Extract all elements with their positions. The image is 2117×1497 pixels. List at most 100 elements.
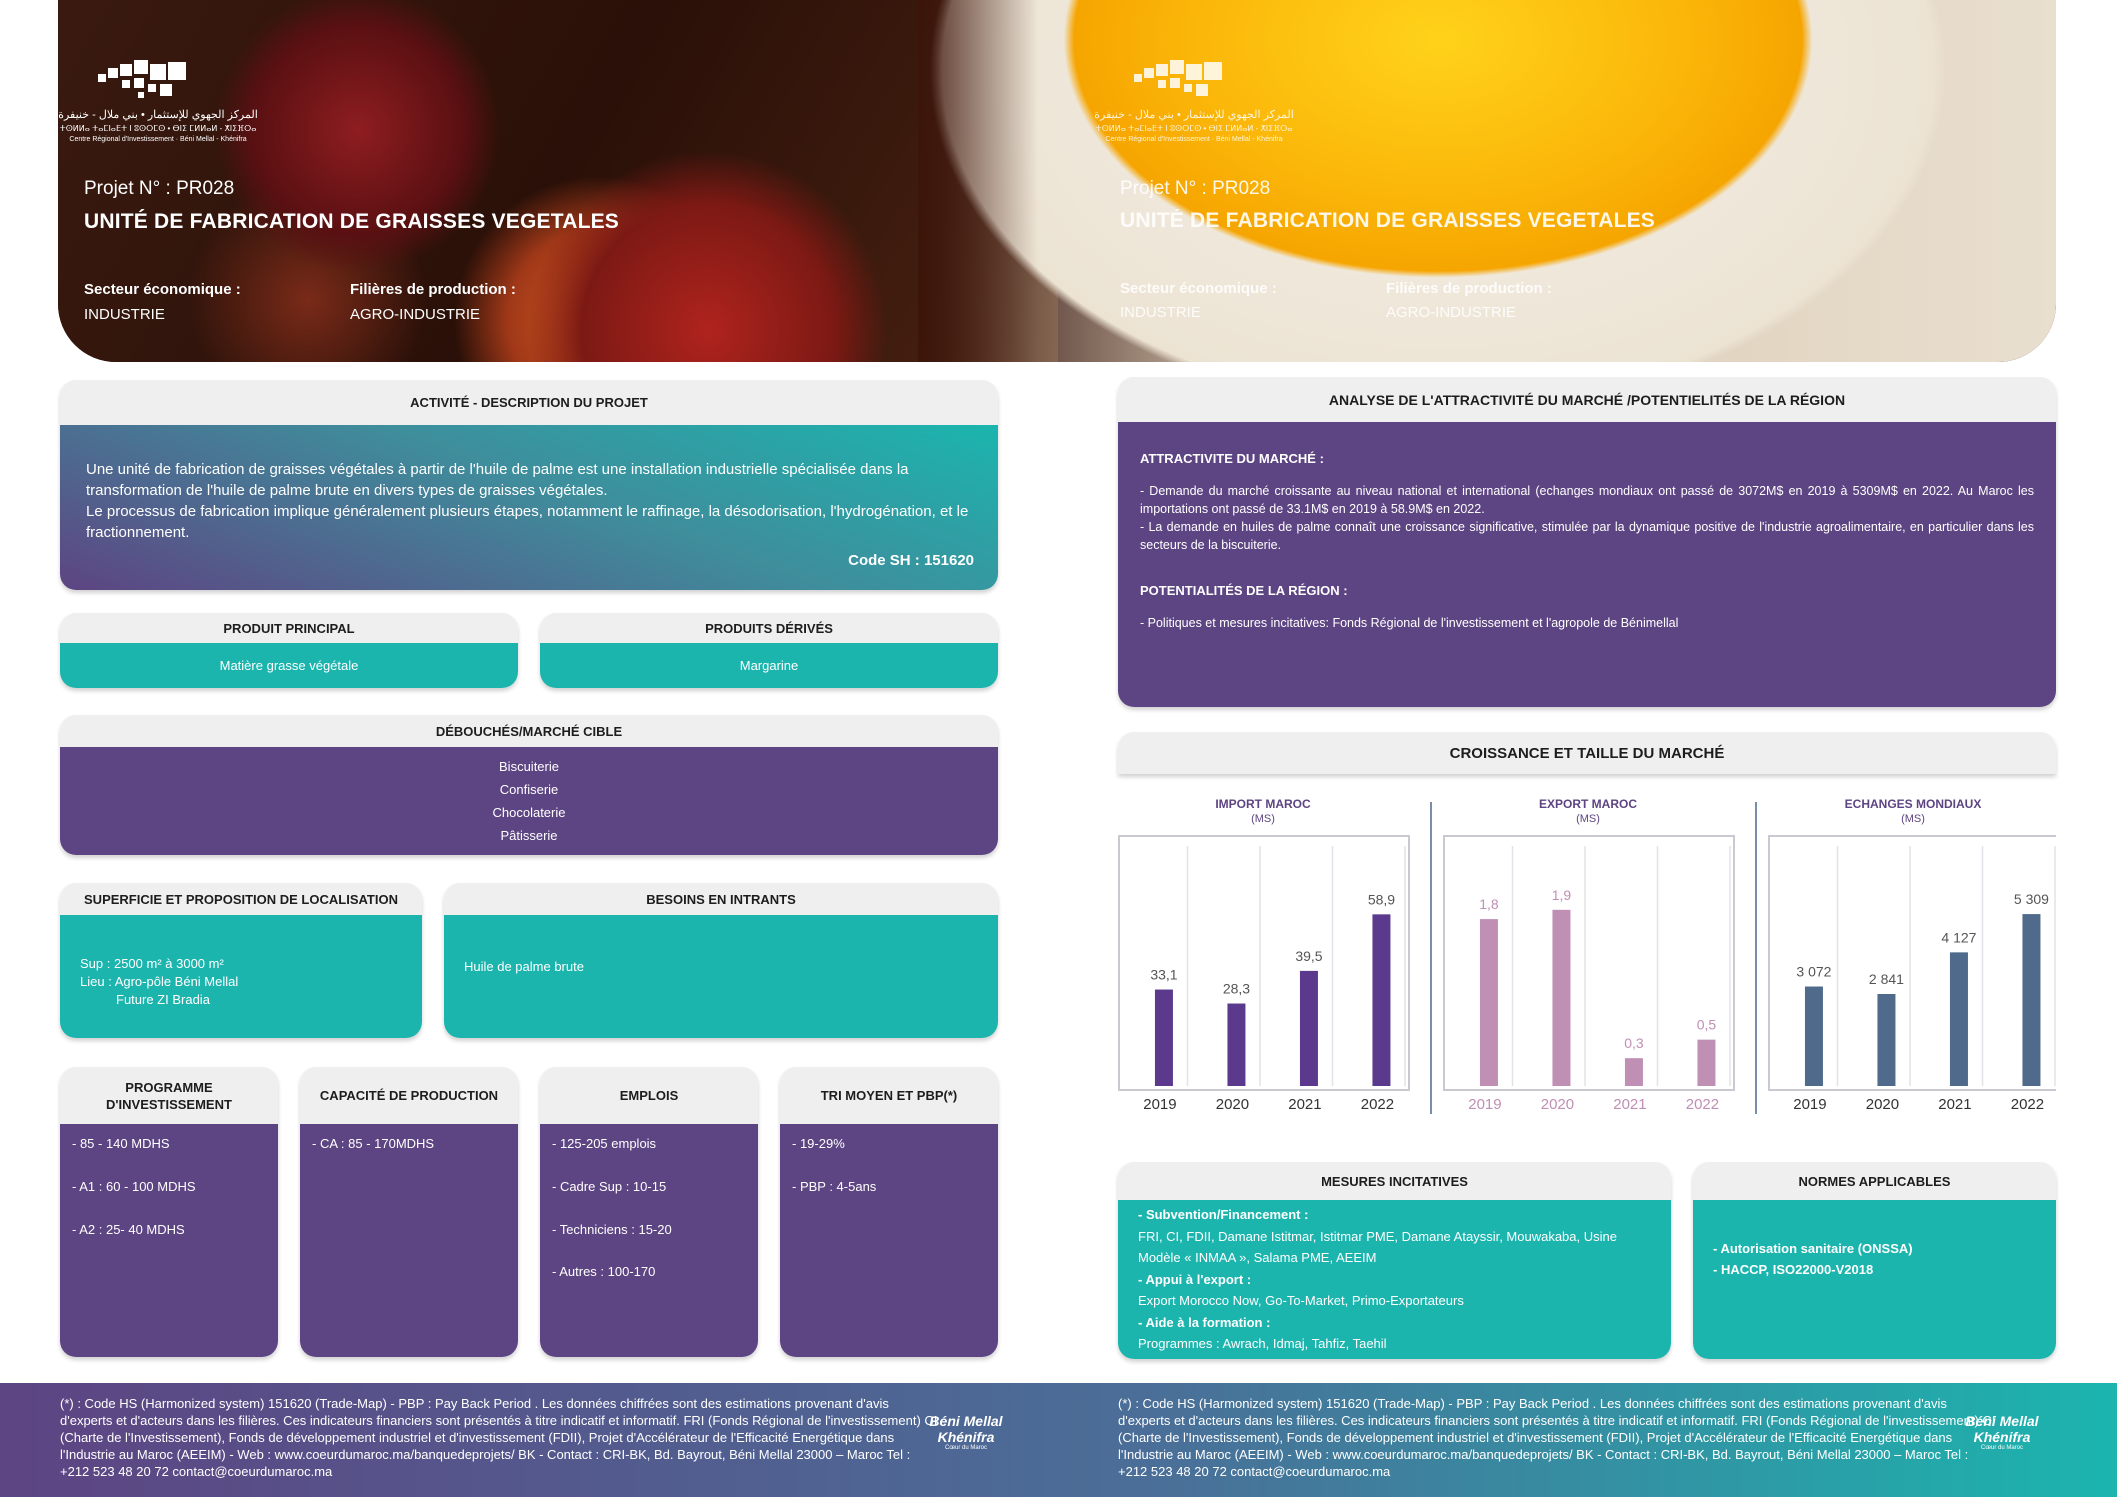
training-aid-title: - Aide à la formation : xyxy=(1138,1314,1271,1330)
chart-tick-label: 2019 xyxy=(1468,1096,1501,1113)
cri-logo-mark xyxy=(98,60,198,104)
chart-bar xyxy=(1804,986,1823,1086)
investment-body: - 85 - 140 MDHS - A1 : 60 - 100 MDHS - A… xyxy=(60,1124,278,1357)
cri-logo-right: المركز الجهوي للإستثمار • بني ملال - خني… xyxy=(1094,60,1294,150)
chart-data-label: 2 841 xyxy=(1869,971,1904,987)
jobs-body: - 125-205 emplois - Cadre Sup : 10-15 - … xyxy=(540,1124,758,1357)
incentives-body: - Subvention/Financement : FRI, CI, FDII… xyxy=(1118,1200,1671,1359)
capacity-card: CAPACITÉ DE PRODUCTION - CA : 85 - 170MD… xyxy=(300,1067,518,1357)
location-card: SUPERFICIE ET PROPOSITION DE LOCALISATIO… xyxy=(60,883,422,1038)
analysis-body: ATTRACTIVITE DU MARCHÉ : - Demande du ma… xyxy=(1118,422,2056,707)
chart-data-label: 33,1 xyxy=(1150,967,1177,983)
filiere-value: AGRO-INDUSTRIE xyxy=(350,306,481,323)
tri-body: - 19-29% - PBP : 4-5ans xyxy=(780,1124,998,1357)
chart-data-label: 4 127 xyxy=(1941,929,1976,945)
chart-unit: (MS) xyxy=(1901,813,1925,825)
chart-data-label: 1,8 xyxy=(1479,896,1499,912)
chart-unit: (MS) xyxy=(1251,813,1275,825)
analysis-card: ANALYSE DE L'ATTRACTIVITÉ DU MARCHÉ /POT… xyxy=(1118,377,2056,707)
sector-label: Secteur économique : xyxy=(84,281,241,298)
chart-tick-label: 2021 xyxy=(1938,1096,1971,1113)
activity-body: Une unité de fabrication de graisses vég… xyxy=(60,425,998,590)
filiere-label-right: Filières de production : xyxy=(1386,280,1552,297)
subsidy-title: - Subvention/Financement : xyxy=(1138,1207,1309,1222)
derived-product-header: PRODUITS DÉRIVÉS xyxy=(540,613,998,643)
chart-title: ECHANGES MONDIAUX xyxy=(1845,797,1982,811)
chart-data-label: 1,9 xyxy=(1552,887,1572,903)
export-support-text: Export Morocco Now, Go-To-Market, Primo-… xyxy=(1138,1293,1464,1308)
target-market-card: DÉBOUCHÉS/MARCHÉ CIBLE Biscuiterie Confi… xyxy=(60,715,998,855)
chart-tick-label: 2020 xyxy=(1216,1096,1249,1113)
export-support-title: - Appui à l'export : xyxy=(1138,1271,1252,1287)
investment-item: - 85 - 140 MDHS xyxy=(72,1136,170,1151)
activity-card: ACTIVITÉ - DESCRIPTION DU PROJET Une uni… xyxy=(60,380,998,590)
location-body: Sup : 2500 m² à 3000 m² Lieu : Agro-pôle… xyxy=(60,915,422,1038)
chart-tick-label: 2019 xyxy=(1143,1096,1176,1113)
chart-unit: (MS) xyxy=(1576,813,1600,825)
location-header: SUPERFICIE ET PROPOSITION DE LOCALISATIO… xyxy=(60,883,422,915)
footer: (*) : Code HS (Harmonized system) 151620… xyxy=(0,1383,2117,1497)
footer-logo-right-line3: Cœur du Maroc xyxy=(1980,1445,2023,1451)
investment-card: PROGRAMME D'INVESTISSEMENT - 85 - 140 MD… xyxy=(60,1067,278,1357)
norms-card: NORMES APPLICABLES - Autorisation sanita… xyxy=(1693,1162,2056,1359)
cri-logo: المركز الجهوي للإستثمار • بني ملال - خني… xyxy=(58,60,258,150)
derived-product-card: PRODUITS DÉRIVÉS Margarine xyxy=(540,613,998,688)
inputs-header: BESOINS EN INTRANTS xyxy=(444,883,998,915)
chart-tick-label: 2021 xyxy=(1288,1096,1321,1113)
norm-item: - HACCP, ISO22000-V2018 xyxy=(1713,1262,1874,1277)
footer-logo-line2: Khénifra xyxy=(937,1429,995,1445)
chart-title: IMPORT MAROC xyxy=(1215,797,1311,811)
jobs-item: - Autres : 100-170 xyxy=(552,1264,656,1279)
chart-bar xyxy=(1877,994,1896,1086)
target-market-list: Biscuiterie Confiserie Chocolaterie Pâti… xyxy=(60,747,998,855)
footer-disclaimer-right: (*) : Code HS (Harmonized system) 151620… xyxy=(1118,1396,1996,1479)
footer-logo-right-line1: Béni Mellal xyxy=(1965,1413,2039,1429)
banner-image-palm-oil xyxy=(918,0,2056,362)
norms-body: - Autorisation sanitaire (ONSSA) - HACCP… xyxy=(1693,1200,2056,1359)
footer-logo-line1: Béni Mellal xyxy=(929,1413,1003,1429)
investment-item: - A1 : 60 - 100 MDHS xyxy=(72,1179,196,1194)
investment-item: - A2 : 25- 40 MDHS xyxy=(72,1222,185,1237)
main-product-header: PRODUIT PRINCIPAL xyxy=(60,613,518,643)
attractivity-text-1: - Demande du marché croissante au niveau… xyxy=(1140,484,2034,516)
activity-paragraph-2: Le processus de fabrication implique gén… xyxy=(86,503,969,541)
investment-header: PROGRAMME D'INVESTISSEMENT xyxy=(60,1067,278,1124)
chart-bar xyxy=(1949,952,1968,1086)
chart-data-label: 0,5 xyxy=(1697,1017,1717,1033)
footer-logo-right-line2: Khénifra xyxy=(1973,1429,2031,1445)
tri-header: TRI MOYEN ET PBP(*) xyxy=(780,1067,998,1124)
sector-label-right: Secteur économique : xyxy=(1120,280,1277,297)
chart-bar xyxy=(1624,1058,1643,1086)
tri-item: - PBP : 4-5ans xyxy=(792,1179,877,1194)
attractivity-text-2: - La demande en huiles de palme connaît … xyxy=(1140,520,2034,552)
chart-title: EXPORT MAROC xyxy=(1539,797,1637,811)
investment-header-line2: D'INVESTISSEMENT xyxy=(106,1096,232,1112)
growth-charts-area: IMPORT MAROC (MS) 33,1 2019 28,3 2020 39,5 2021… xyxy=(1118,774,2060,1124)
norm-item: - Autorisation sanitaire (ONSSA) xyxy=(1713,1241,1913,1256)
incentives-header: MESURES INCITATIVES xyxy=(1118,1162,1671,1200)
attractivity-title: ATTRACTIVITE DU MARCHÉ : xyxy=(1140,451,1324,466)
sector-value: INDUSTRIE xyxy=(84,306,165,323)
target-market-header: DÉBOUCHÉS/MARCHÉ CIBLE xyxy=(60,715,998,747)
chart-bar xyxy=(2022,914,2041,1086)
chart-data-label: 3 072 xyxy=(1796,964,1831,980)
jobs-card: EMPLOIS - 125-205 emplois - Cadre Sup : … xyxy=(540,1067,758,1357)
chart-bar xyxy=(1299,970,1318,1086)
capacity-body: - CA : 85 - 170MDHS xyxy=(300,1124,518,1357)
filiere-label: Filières de production : xyxy=(350,281,516,298)
chart-tick-label: 2020 xyxy=(1541,1096,1574,1113)
sector-value-right: INDUSTRIE xyxy=(1120,304,1201,321)
logo-tifinagh-text-right: ⵜⵙⵍⵍⴰ ⵜⴰⵎⵏⴰⴹⵜ ⵏ ⵓⵙⵔⵎⵙ • ⴱⵏⵉ ⵎⵍⵍⴰⵍ - ⵅⵏⵉⴼ… xyxy=(1095,124,1293,133)
logo-arabic-text: المركز الجهوي للإستثمار • بني ملال - خني… xyxy=(58,109,258,121)
project-number: Projet N° : PR028 xyxy=(84,178,235,199)
location-surface: Sup : 2500 m² à 3000 m² xyxy=(80,956,224,971)
chart-bar xyxy=(1552,909,1571,1086)
logo-french-text: Centre Régional d'Investissement · Béni … xyxy=(69,136,247,143)
chart-frame xyxy=(1118,835,1410,1091)
chart-tick-label: 2021 xyxy=(1613,1096,1646,1113)
chart-bar xyxy=(1227,1003,1246,1086)
tri-item: - 19-29% xyxy=(792,1136,845,1151)
growth-header: CROISSANCE ET TAILLE DU MARCHÉ xyxy=(1118,732,2056,774)
incentives-card: MESURES INCITATIVES - Subvention/Finance… xyxy=(1118,1162,1671,1359)
chart-bar xyxy=(1697,1039,1716,1086)
